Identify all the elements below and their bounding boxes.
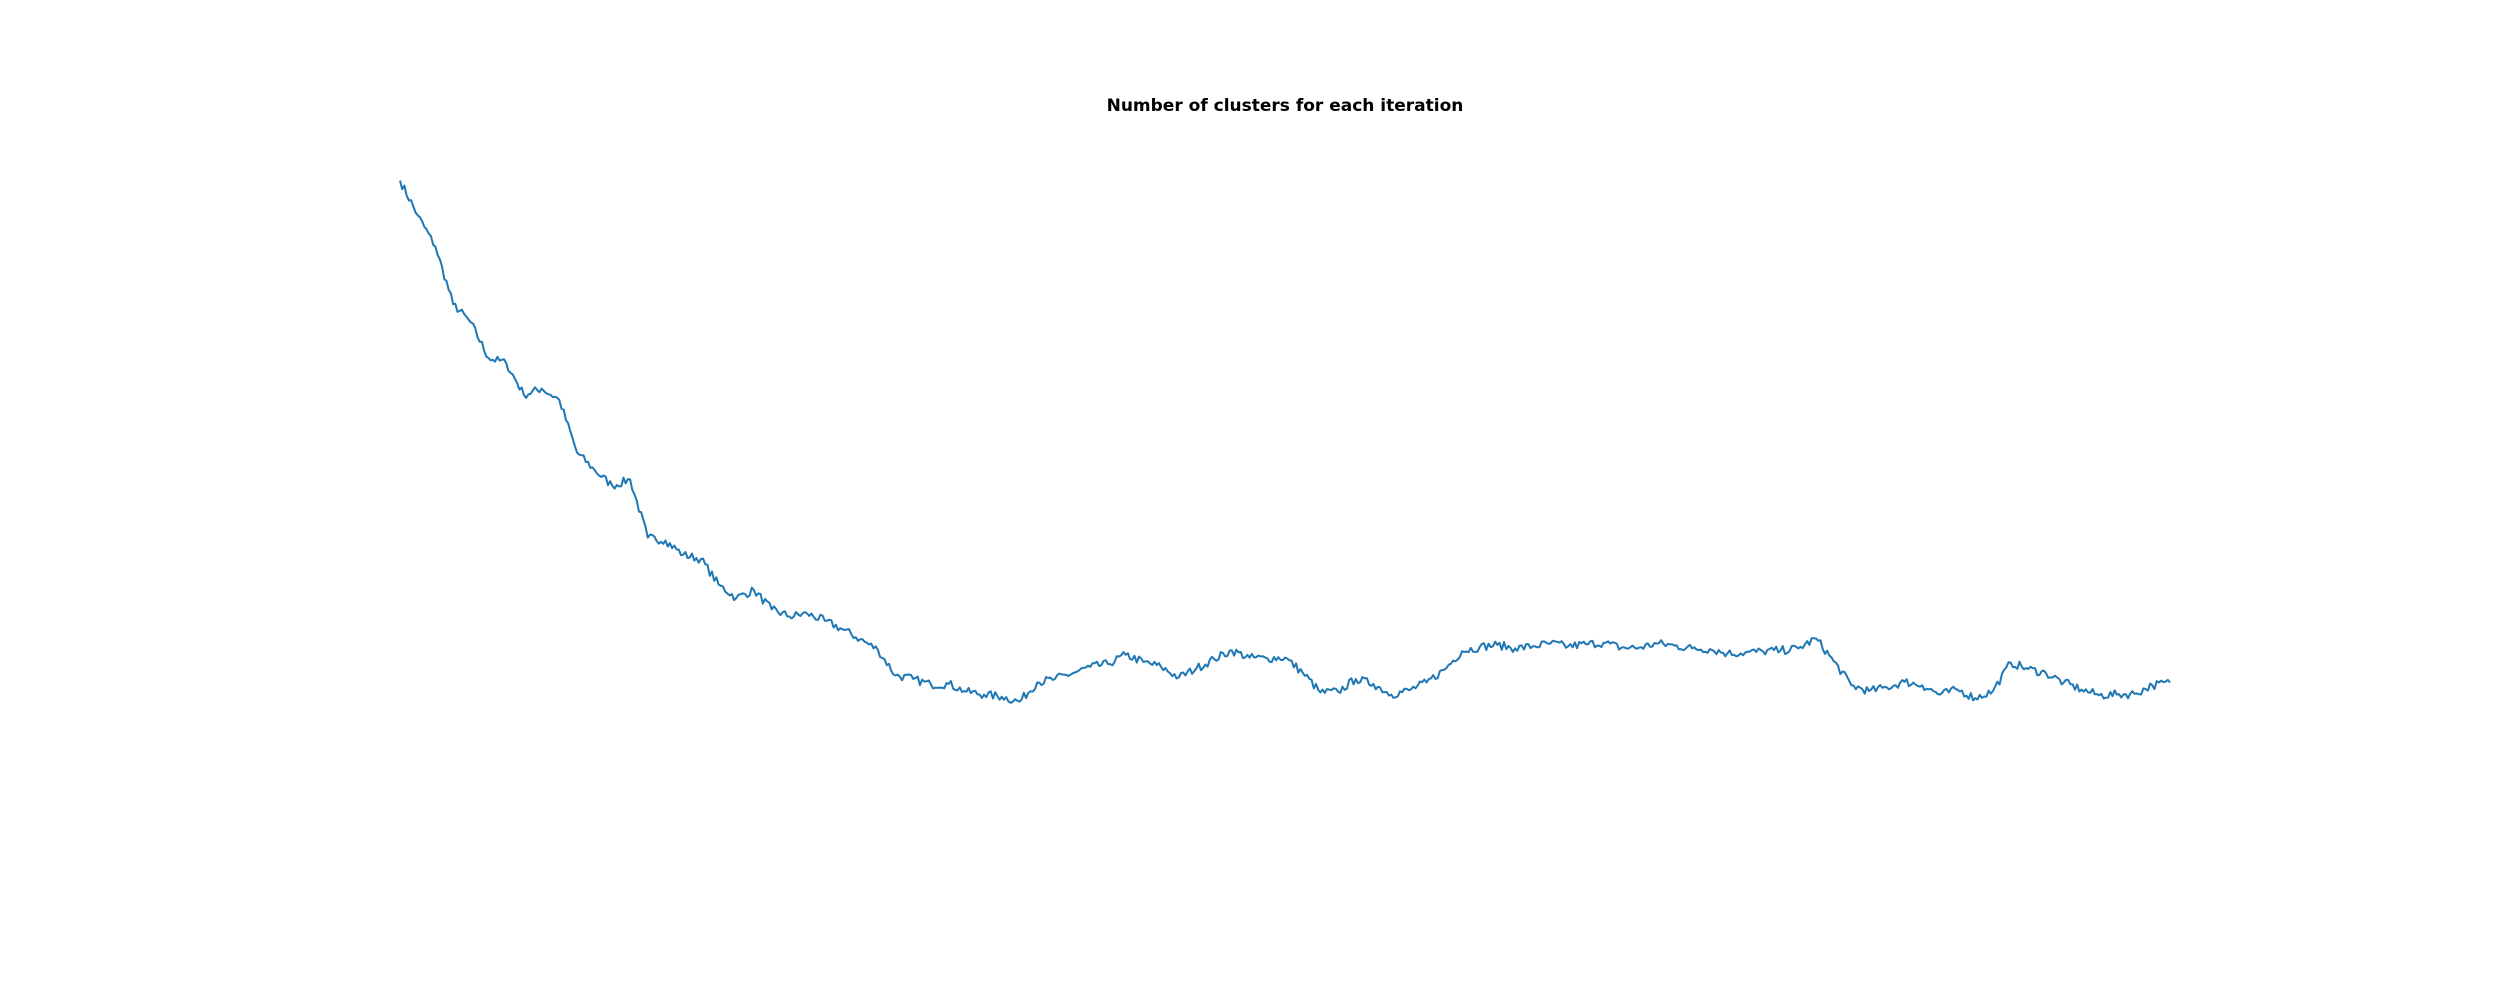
series-layer bbox=[399, 180, 2171, 704]
series-line-0 bbox=[399, 180, 2171, 704]
chart-title: Number of clusters for each iteration bbox=[1106, 96, 1464, 116]
